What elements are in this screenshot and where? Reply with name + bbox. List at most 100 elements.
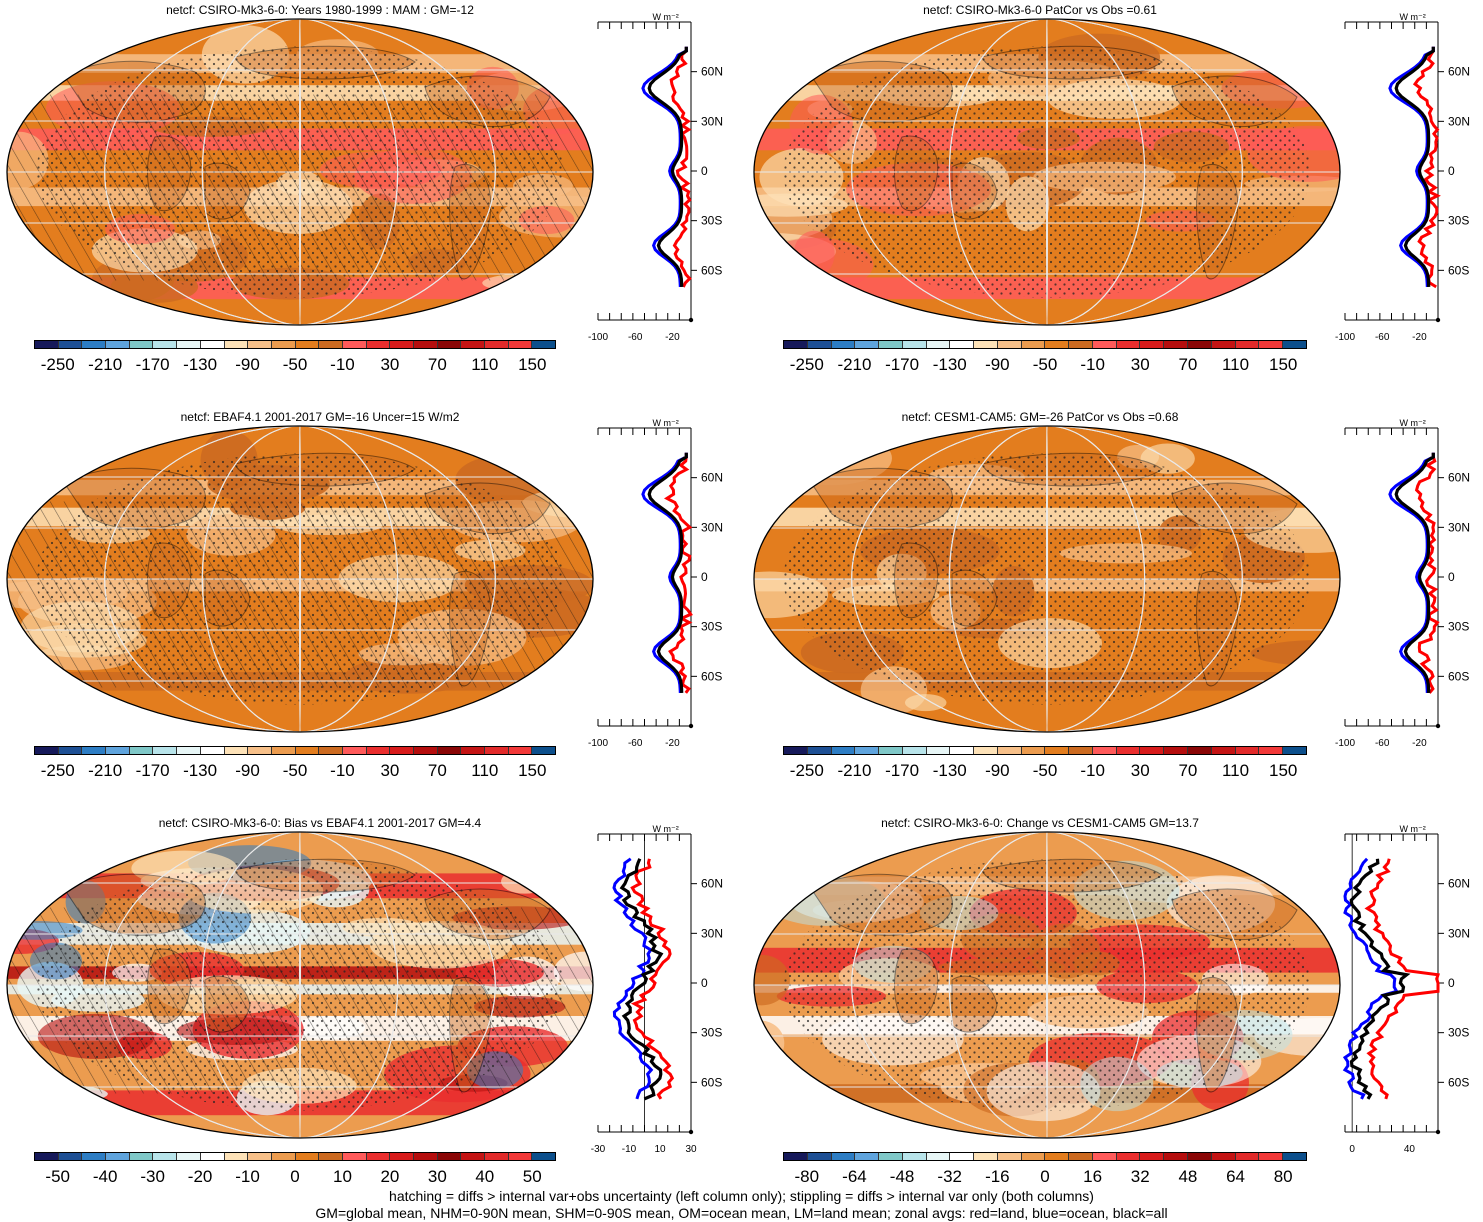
- colorbar-swatch: [153, 747, 178, 754]
- zonal-x-tick-label: 30: [685, 1144, 697, 1155]
- colorbar-swatch: [807, 1153, 832, 1160]
- colorbar-swatch: [224, 747, 249, 754]
- colorbar-swatch: [271, 747, 296, 754]
- zonal-lat-label: 30S: [701, 214, 722, 228]
- zonal-lat-label: 30S: [1448, 1026, 1469, 1040]
- colorbar-tick-label: -50: [1032, 761, 1058, 780]
- colorbar-swatch: [1188, 747, 1212, 754]
- colorbar-swatch: [224, 341, 249, 348]
- colorbar-swatch: [807, 747, 832, 754]
- zonal-lat-label: 30S: [1448, 214, 1469, 228]
- colorbar-swatch: [1021, 341, 1046, 348]
- map-field: [754, 19, 1340, 325]
- graticule: [7, 19, 593, 325]
- colorbar-swatch: [58, 1153, 83, 1160]
- colorbar-tick-label: 40: [475, 1167, 495, 1186]
- colorbar-swatch: [485, 341, 509, 348]
- zonal-series-all: [1394, 46, 1435, 287]
- colorbar-swatch: [1211, 341, 1236, 348]
- zonal-lat-label: 30N: [701, 926, 723, 940]
- field-anomaly: [501, 869, 549, 894]
- zonal-series-ocean: [1388, 452, 1435, 693]
- zonal-lat-label: 30N: [701, 114, 723, 128]
- colorbar-swatch: [129, 341, 154, 348]
- colorbar-swatch: [366, 1153, 391, 1160]
- zonal-series-all: [619, 858, 664, 1101]
- zonal-lat-label: 0: [1448, 570, 1455, 584]
- colorbar-tick-label: 80: [1273, 1167, 1293, 1186]
- global-map: [753, 831, 1341, 1139]
- colorbar-tick-label: 30: [1130, 355, 1150, 374]
- colorbar-swatch: [532, 747, 556, 754]
- map-title: netcf: CESM1-CAM5: GM=-26 PatCor vs Obs …: [901, 410, 1179, 424]
- zonal-mean-plot: 60N 30N 0 30S 60S W m⁻² -100 -60 -20: [588, 418, 723, 749]
- colorbar-swatch: [950, 341, 975, 348]
- colorbar-tick-label: -90: [235, 355, 260, 374]
- colorbar: [783, 340, 1307, 349]
- axis-dot: [1435, 723, 1441, 729]
- map-field: [7, 19, 593, 325]
- colorbar-tick-label: -80: [794, 1167, 820, 1186]
- zonal-lat-label: 30S: [701, 620, 722, 634]
- zonal-lat-label: 30N: [1448, 520, 1470, 534]
- global-map: [6, 425, 594, 733]
- colorbar-swatch: [1259, 341, 1284, 348]
- colorbar-swatch: [1092, 747, 1117, 754]
- colorbar-labels: -80 -64 -48 -32 -16 0 16 32 48 64 80: [783, 1167, 1307, 1189]
- field-anomaly: [754, 1020, 785, 1066]
- colorbar-tick-label: 32: [1130, 1167, 1150, 1186]
- colorbar: [34, 746, 556, 755]
- colorbar-swatch: [414, 341, 438, 348]
- colorbar-tick-label: 70: [427, 761, 447, 780]
- colorbar-tick-label: -250: [40, 355, 75, 374]
- colorbar-tick-label: 150: [518, 761, 547, 780]
- colorbar-swatch: [414, 747, 438, 754]
- colorbar-swatch: [1188, 1153, 1212, 1160]
- colorbar-swatch: [82, 341, 107, 348]
- colorbar-tick-label: -10: [1080, 355, 1105, 374]
- colorbar-swatch: [926, 1153, 951, 1160]
- colorbar-swatch: [366, 341, 391, 348]
- zonal-series-all: [647, 452, 688, 693]
- field-anomaly: [530, 46, 593, 82]
- colorbar-swatch: [784, 1153, 808, 1160]
- colorbar-swatch: [1283, 747, 1306, 754]
- colorbar-swatch: [831, 747, 856, 754]
- colorbar-swatch: [997, 747, 1022, 754]
- zonal-series-all: [1394, 452, 1435, 693]
- colorbar-swatch: [1235, 341, 1260, 348]
- colorbar-swatch: [1140, 341, 1165, 348]
- colorbar-tick-label: -32: [937, 1167, 963, 1186]
- colorbar-swatch: [224, 1153, 249, 1160]
- zonal-series-land: [1364, 858, 1440, 1100]
- colorbar-swatch: [1235, 1153, 1260, 1160]
- colorbar-swatch: [1116, 341, 1141, 348]
- colorbar-tick-label: -130: [183, 761, 218, 780]
- colorbar-labels: -250 -210 -170 -130 -90 -50 -10 30 70 110 150: [34, 761, 556, 783]
- zonal-unit-label: W m⁻²: [1400, 12, 1426, 22]
- colorbar-tick-label: -210: [837, 355, 872, 374]
- axis-dot: [688, 1129, 694, 1135]
- colorbar: [783, 1152, 1307, 1161]
- colorbar-swatch: [855, 747, 880, 754]
- colorbar: [34, 1152, 556, 1161]
- colorbar-swatch: [485, 747, 509, 754]
- colorbar-swatch: [1116, 1153, 1141, 1160]
- colorbar-tick-label: 64: [1226, 1167, 1245, 1186]
- colorbar-tick-label: 150: [1268, 355, 1298, 374]
- colorbar-swatch: [902, 1153, 927, 1160]
- zonal-series-ocean: [1388, 46, 1435, 287]
- map-border: [6, 831, 594, 1139]
- zonal-unit-label: W m⁻²: [1400, 418, 1426, 428]
- colorbar-tick-label: 110: [471, 761, 499, 780]
- colorbar-tick-label: -250: [40, 761, 75, 780]
- colorbar-tick-label: 20: [380, 1167, 400, 1186]
- colorbar-tick-label: 30: [380, 355, 400, 374]
- colorbar-tick-label: -170: [885, 761, 920, 780]
- zonal-series-ocean: [641, 452, 688, 693]
- colorbar-swatch: [390, 341, 414, 348]
- colorbar-tick-label: -130: [932, 355, 967, 374]
- axis-dot: [688, 317, 694, 323]
- map-title: netcf: EBAF4.1 2001-2017 GM=-16 Uncer=15…: [180, 410, 460, 424]
- colorbar-swatch: [902, 341, 927, 348]
